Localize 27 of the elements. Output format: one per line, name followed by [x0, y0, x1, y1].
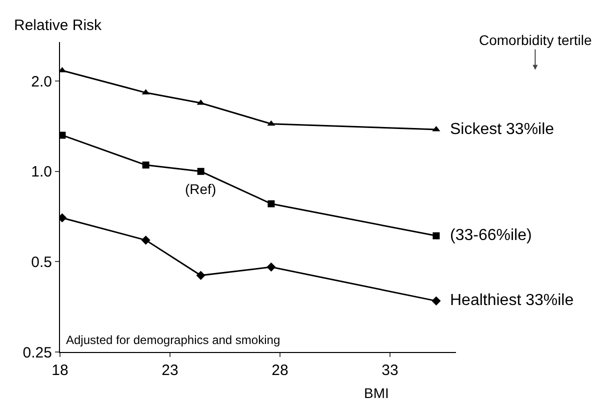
point — [268, 200, 275, 208]
x-tick-label: 23 — [162, 362, 178, 379]
x-axis-title: BMI — [364, 385, 389, 401]
point — [432, 296, 441, 306]
x-tick-label: 33 — [382, 362, 398, 379]
y-tick-label: 1.0 — [31, 164, 52, 181]
point — [266, 262, 276, 272]
x-tick-label: 28 — [272, 362, 288, 379]
y-tick-label: 0.5 — [31, 254, 52, 271]
annotation: Adjusted for demographics and smoking — [66, 333, 280, 347]
annotation: (Ref) — [185, 181, 216, 197]
point — [197, 168, 204, 175]
point — [196, 270, 206, 280]
point — [60, 132, 66, 139]
y-axis-title: Relative Risk — [14, 17, 102, 34]
y-tick-label: 0.25 — [22, 344, 52, 362]
point — [142, 162, 150, 169]
point — [267, 120, 276, 126]
point — [432, 232, 440, 240]
point — [141, 236, 150, 245]
legend-title: Comorbidity tertile — [479, 32, 592, 48]
series-label: Healthiest 33%ile — [450, 292, 574, 309]
point — [432, 126, 440, 132]
x-tick-label: 18 — [52, 362, 68, 379]
series-label: Sickest 33%ile — [450, 121, 554, 138]
y-tick-label: 2.0 — [31, 73, 52, 90]
series-label: (33-66%ile) — [450, 227, 532, 244]
